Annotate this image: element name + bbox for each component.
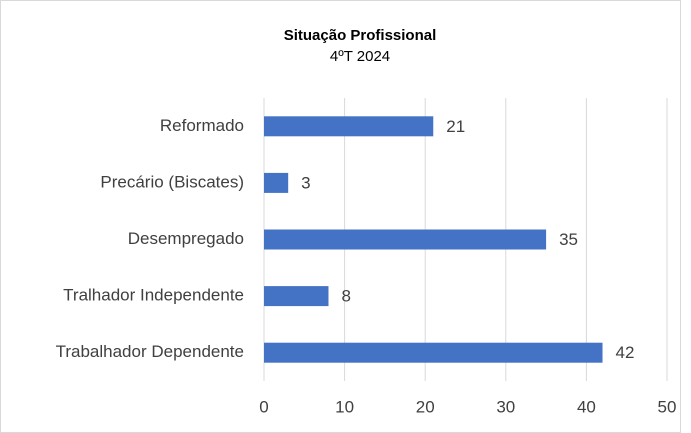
data-label: 21 [446, 117, 465, 136]
data-label: 8 [341, 287, 350, 306]
bar [264, 342, 603, 363]
x-tick-label: 40 [577, 397, 596, 416]
x-tick-label: 50 [658, 397, 677, 416]
chart-title: Situação Profissional [284, 27, 437, 44]
bar [264, 116, 434, 137]
chart-subtitle: 4ºT 2024 [330, 48, 390, 65]
bar [264, 229, 547, 250]
data-label: 35 [559, 230, 578, 249]
y-tick-label: Precário (Biscates) [100, 172, 244, 191]
y-tick-label: Tralhador Independente [63, 286, 244, 305]
data-label: 3 [301, 173, 310, 192]
data-label: 42 [616, 343, 635, 362]
y-tick-label: Reformado [160, 116, 244, 135]
y-tick-label: Trabalhador Dependente [56, 342, 244, 361]
x-tick-label: 0 [259, 397, 268, 416]
y-tick-label: Desempregado [128, 229, 244, 248]
x-tick-label: 30 [496, 397, 515, 416]
bar [264, 286, 329, 307]
bar [264, 172, 289, 193]
x-tick-label: 20 [416, 397, 435, 416]
x-tick-label: 10 [335, 397, 354, 416]
